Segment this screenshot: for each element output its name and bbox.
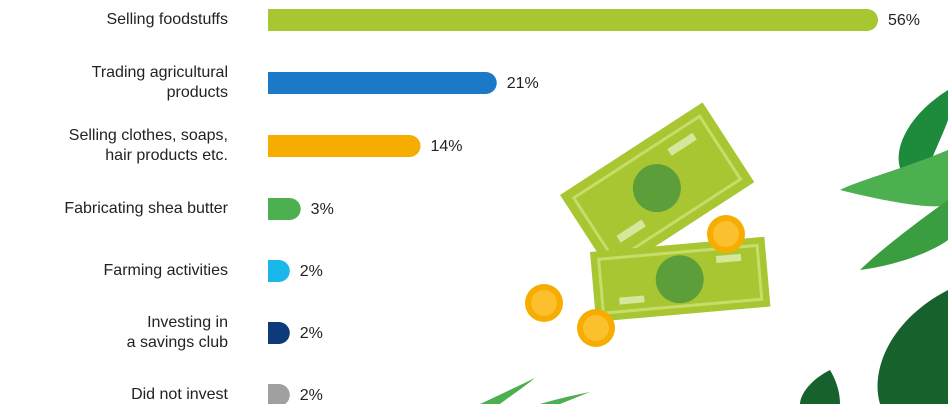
category-label: Investing in a savings club (126, 314, 228, 351)
category-label: Did not invest (131, 386, 228, 403)
category-label: Farming activities (103, 262, 228, 279)
category-label: Selling clothes, soaps, hair products et… (68, 127, 228, 164)
value-label: 2% (300, 325, 323, 342)
bar (268, 322, 290, 344)
value-label: 3% (311, 201, 334, 218)
decoration (480, 90, 948, 404)
bar (268, 384, 290, 404)
category-label: Fabricating shea butter (64, 200, 228, 217)
value-label: 56% (888, 12, 920, 29)
bar (268, 135, 421, 157)
bar (268, 260, 290, 282)
category-label: Trading agricultural products (91, 64, 228, 101)
bar (268, 9, 878, 31)
value-label: 2% (300, 387, 323, 404)
category-label: Selling foodstuffs (106, 11, 228, 28)
value-label: 14% (431, 138, 463, 155)
bar (268, 72, 497, 94)
bar (268, 198, 301, 220)
value-label: 21% (507, 75, 539, 92)
value-label: 2% (300, 263, 323, 280)
